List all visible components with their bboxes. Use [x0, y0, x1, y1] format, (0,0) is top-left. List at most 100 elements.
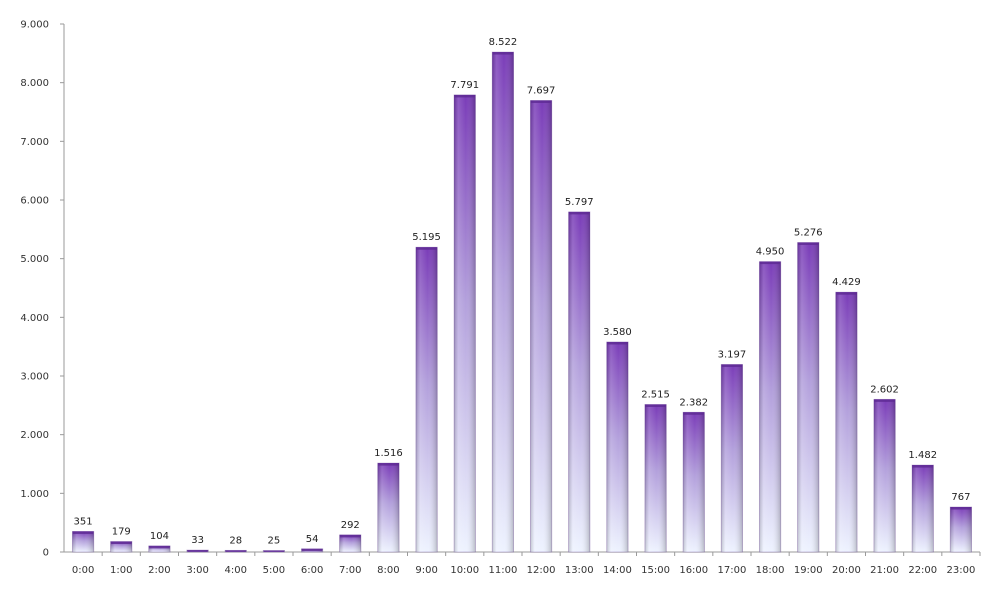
- data-label: 1.516: [374, 448, 403, 459]
- data-labels: 351 179 104 33 28 25 54 292 1.516 5.195 7.791 8.522…: [74, 37, 971, 546]
- bar-cap: [645, 404, 666, 407]
- bars: [71, 51, 973, 553]
- y-tick-label: 0: [43, 548, 49, 559]
- bar-cap: [416, 247, 437, 250]
- bar-shading: [721, 364, 743, 552]
- data-label: 2.602: [870, 384, 899, 395]
- bar-shading: [950, 507, 972, 552]
- data-label: 8.522: [489, 37, 518, 48]
- data-label: 54: [306, 534, 319, 545]
- x-tick-label: 6:00: [301, 565, 323, 576]
- bar-cap: [111, 541, 132, 544]
- y-tick-label: 5.000: [20, 254, 49, 265]
- bar-shading: [568, 211, 590, 552]
- bar-shading: [606, 341, 629, 552]
- y-tick-label: 3.000: [20, 372, 49, 383]
- bar-shading: [415, 247, 438, 552]
- x-tick-label: 12:00: [527, 565, 556, 576]
- x-tick-label: 19:00: [794, 565, 823, 576]
- bar-shading: [110, 541, 132, 552]
- bar-cap: [72, 531, 94, 534]
- x-tick-label: 23:00: [947, 565, 976, 576]
- data-label: 2.515: [641, 389, 670, 400]
- bar-shading: [530, 100, 552, 553]
- y-tick-label: 4.000: [20, 313, 49, 324]
- bar-shading: [912, 465, 934, 552]
- data-label: 7.791: [450, 80, 479, 91]
- y-tick-label: 8.000: [20, 78, 49, 89]
- data-label: 292: [341, 520, 360, 531]
- data-label: 5.276: [794, 227, 823, 238]
- x-tick-label: 4:00: [225, 565, 247, 576]
- bar-cap: [149, 545, 170, 549]
- y-tick-label: 9.000: [20, 20, 49, 31]
- bar-cap: [187, 550, 208, 552]
- x-tick-label: 8:00: [377, 565, 399, 576]
- x-tick-label: 10:00: [450, 565, 479, 576]
- bar-cap: [607, 341, 628, 345]
- x-tick-label: 9:00: [415, 565, 437, 576]
- x-tick-label: 15:00: [641, 565, 670, 576]
- bar-cap: [263, 550, 285, 552]
- bar-shading: [339, 534, 361, 552]
- x-tick-label: 20:00: [832, 565, 861, 576]
- x-tick-label: 7:00: [339, 565, 361, 576]
- data-label: 1.482: [908, 450, 937, 461]
- x-tick-label: 1:00: [110, 565, 132, 576]
- bar-cap: [759, 261, 781, 265]
- bar-shading: [835, 292, 858, 552]
- x-tick-label: 22:00: [908, 565, 937, 576]
- x-tick-label: 18:00: [756, 565, 785, 576]
- data-label: 5.797: [565, 197, 594, 208]
- bar-cap: [530, 100, 552, 103]
- bar-cap: [798, 242, 819, 245]
- data-label: 351: [74, 516, 93, 527]
- data-label: 7.697: [527, 85, 556, 96]
- bar-cap: [492, 52, 514, 55]
- bar-cap: [301, 548, 323, 552]
- x-tick-label: 13:00: [565, 565, 594, 576]
- data-label: 33: [191, 535, 204, 546]
- y-tick-label: 7.000: [20, 137, 49, 148]
- bar-shading: [72, 531, 94, 552]
- x-tick-label: 2:00: [148, 565, 170, 576]
- bar-shading: [492, 52, 514, 553]
- x-tick-label: 3:00: [186, 565, 208, 576]
- x-tick-label: 5:00: [263, 565, 285, 576]
- bar-shading: [683, 412, 705, 552]
- x-tick-label: 17:00: [718, 565, 747, 576]
- bar-shading: [797, 242, 819, 552]
- bar-cap: [683, 412, 704, 415]
- data-label: 25: [268, 536, 281, 547]
- bar-shading: [644, 404, 667, 552]
- data-label: 3.580: [603, 327, 632, 338]
- bar-shading: [377, 463, 400, 552]
- data-label: 104: [150, 531, 169, 542]
- bar-shading: [759, 261, 781, 552]
- bar-cap: [225, 550, 246, 552]
- x-tick-label: 16:00: [679, 565, 708, 576]
- x-tick-label: 14:00: [603, 565, 632, 576]
- bar-cap: [454, 94, 475, 98]
- bar-shading: [454, 94, 476, 552]
- bar-cap: [721, 364, 743, 367]
- data-label: 5.195: [412, 232, 441, 243]
- x-tick-label: 21:00: [870, 565, 899, 576]
- data-label: 179: [112, 526, 131, 537]
- bar-cap: [569, 211, 590, 215]
- x-tick-label: 0:00: [72, 565, 94, 576]
- data-label: 4.950: [756, 247, 785, 258]
- y-tick-label: 1.000: [20, 489, 49, 500]
- bar-shading: [873, 399, 896, 552]
- bar-cap: [836, 292, 857, 295]
- x-tick-label: 11:00: [489, 565, 518, 576]
- y-tick-label: 6.000: [20, 196, 49, 207]
- data-label: 767: [951, 492, 970, 503]
- data-label: 28: [229, 535, 242, 546]
- bar-cap: [340, 534, 361, 538]
- data-label: 2.382: [679, 397, 708, 408]
- y-axis: 0 1.000 2.000 3.000 4.000 5.000 6.000 7.000 8.00…: [20, 20, 65, 559]
- bar-cap: [950, 507, 972, 510]
- x-axis: 0:00 1:00 2:00 3:00 4:00 5:00 6:00 7:00 8:00 9:00…: [64, 551, 981, 576]
